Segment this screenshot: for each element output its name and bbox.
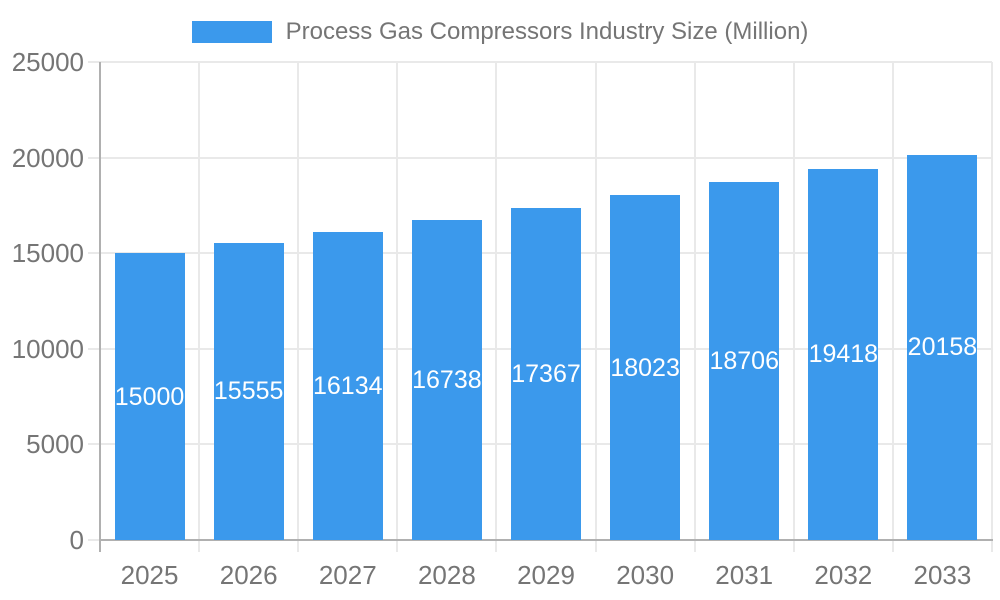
y-tick-label: 20000 <box>11 142 84 173</box>
x-tick-label: 2028 <box>417 560 476 590</box>
bar[interactable] <box>312 231 383 540</box>
bar[interactable] <box>808 168 879 540</box>
x-gridline <box>594 62 597 552</box>
bar-value-label: 17367 <box>511 359 581 388</box>
bar-value-label: 15000 <box>114 382 185 411</box>
chart-legend[interactable]: Process Gas Compressors Industry Size (M… <box>0 16 1000 48</box>
x-gridline <box>396 62 399 552</box>
x-tick-label: 2025 <box>120 560 179 590</box>
x-gridline <box>693 62 696 552</box>
y-tick <box>88 252 100 255</box>
bar[interactable] <box>411 219 482 540</box>
bar-value-label: 20158 <box>907 333 978 362</box>
y-tick-label: 0 <box>69 525 84 555</box>
y-tick <box>88 347 100 350</box>
y-tick-label: 10000 <box>11 333 84 364</box>
y-tick <box>88 539 100 541</box>
x-axis-line <box>99 539 993 541</box>
bar[interactable] <box>709 182 780 540</box>
x-tick-label: 2027 <box>318 560 377 590</box>
x-tick-label: 2029 <box>517 560 575 590</box>
bar-value-label: 18023 <box>610 353 680 382</box>
bar[interactable] <box>610 195 681 540</box>
bar-value-label: 19418 <box>808 340 879 369</box>
x-tick-label: 2032 <box>814 560 873 590</box>
y-tick-label: 5000 <box>26 429 84 460</box>
y-tick <box>88 443 100 446</box>
y-tick <box>88 61 100 63</box>
x-gridline <box>198 62 201 552</box>
y-tick <box>88 156 100 159</box>
bar-value-label: 15555 <box>213 377 284 406</box>
bar-value-label: 18706 <box>709 347 779 376</box>
y-tick-label: 25000 <box>11 47 84 77</box>
legend-title: Process Gas Compressors Industry Size (M… <box>285 18 809 45</box>
bar-value-label: 16134 <box>313 371 383 400</box>
y-axis-line <box>99 62 101 552</box>
x-gridline <box>991 62 993 552</box>
y-tick-label: 15000 <box>11 238 84 269</box>
y-gridline <box>100 61 992 63</box>
y-gridline <box>100 156 992 159</box>
legend-swatch <box>191 21 272 43</box>
x-tick-label: 2026 <box>219 560 278 590</box>
bar[interactable] <box>213 242 284 540</box>
x-gridline <box>495 62 498 552</box>
bar[interactable] <box>511 207 581 540</box>
x-tick-label: 2033 <box>913 560 972 590</box>
bar[interactable] <box>907 154 978 540</box>
x-gridline <box>891 62 894 552</box>
bar-value-label: 16738 <box>412 365 482 394</box>
x-tick-label: 2031 <box>715 560 774 590</box>
x-tick-label: 2030 <box>616 560 675 590</box>
x-gridline <box>792 62 795 552</box>
bar[interactable] <box>114 253 185 540</box>
x-gridline <box>297 62 300 552</box>
